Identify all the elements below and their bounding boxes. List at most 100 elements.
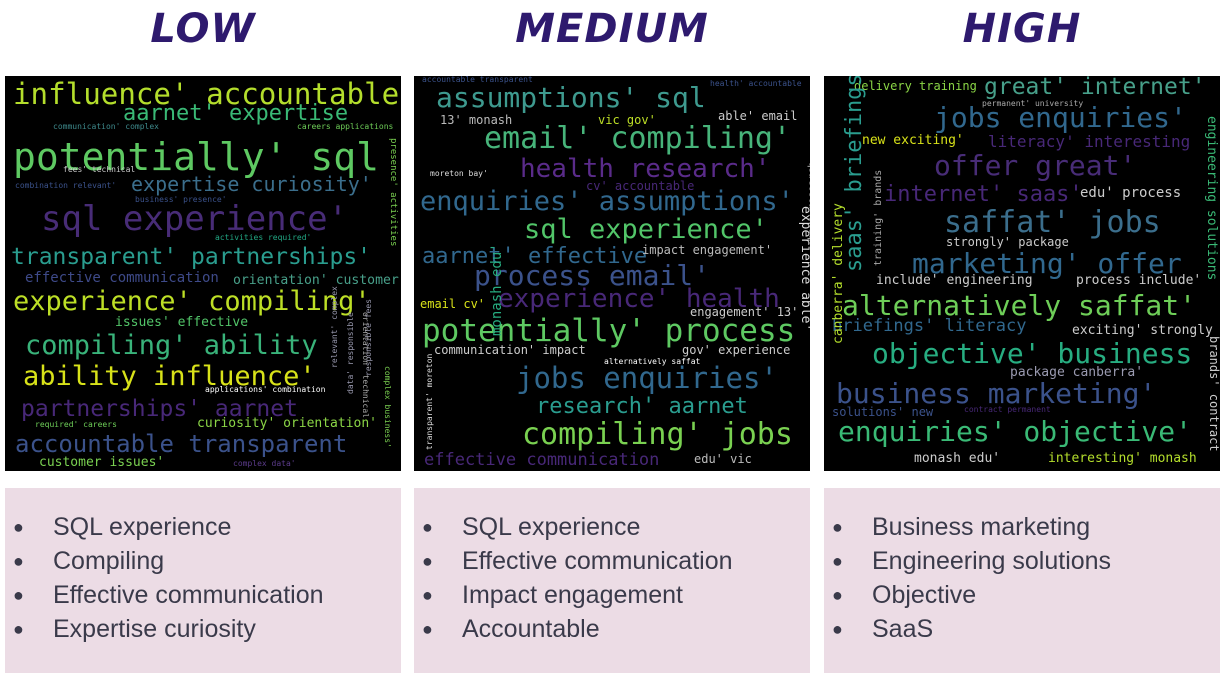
cloud-word: able' email bbox=[718, 109, 798, 123]
cloud-word: permanent' university bbox=[982, 99, 1084, 108]
cloud-word: alternatively saffat' bbox=[842, 289, 1197, 322]
cloud-word: accountable transparent bbox=[422, 76, 533, 84]
cloud-word: influence' accountable bbox=[13, 77, 400, 111]
cloud-word: complex data' bbox=[233, 459, 296, 468]
cloud-word: marketing' offer bbox=[912, 247, 1182, 280]
cloud-word: impact engagement' bbox=[642, 243, 773, 257]
cloud-word: great' internet' bbox=[984, 76, 1206, 100]
cloud-word: data' responsible bbox=[346, 312, 355, 394]
bullet-text: SQL experience bbox=[53, 513, 232, 541]
cloud-word: bay' research bbox=[807, 161, 810, 240]
cloud-word: saffat' jobs bbox=[944, 205, 1161, 240]
cloud-word: communication' impact bbox=[434, 343, 586, 357]
bullet-list: ● SQL experience ● Effective communication… bbox=[414, 488, 810, 646]
cloud-word: interesting' monash bbox=[1048, 451, 1197, 466]
bullet-icon: ● bbox=[422, 517, 433, 537]
bullet-text: Business marketing bbox=[872, 513, 1091, 541]
cloud-word: effective communication bbox=[424, 450, 660, 470]
cloud-word: orientation' technical bbox=[361, 312, 370, 418]
cloud-word: combination relevant' bbox=[15, 181, 117, 190]
cloud-word: enquiries' assumptions' bbox=[420, 186, 794, 217]
cloud-word: email' compiling' bbox=[484, 121, 792, 156]
cloud-word: jobs enquiries' bbox=[934, 101, 1187, 134]
cloud-word: customer issues' bbox=[39, 455, 165, 470]
column-title: LOW bbox=[150, 6, 256, 52]
bullet-icon: ● bbox=[13, 551, 24, 571]
cloud-word: careers applications bbox=[297, 122, 394, 131]
cloud-word: edu' vic bbox=[694, 452, 752, 466]
cloud-word: assumptions' sql bbox=[436, 81, 706, 114]
cloud-word: canberra' delivery bbox=[831, 203, 846, 344]
cloud-word: accountable transparent bbox=[15, 430, 348, 458]
cloud-word: brands' contract bbox=[1207, 336, 1220, 452]
cloud-word: aarnet' effective bbox=[422, 244, 648, 269]
bullet-icon: ● bbox=[832, 585, 843, 605]
cloud-word: literacy' interesting bbox=[988, 132, 1191, 151]
column-title: HIGH bbox=[962, 6, 1082, 52]
cloud-word: cv' accountable bbox=[586, 179, 695, 193]
cloud-word: moreton bay' bbox=[430, 169, 488, 178]
cloud-word: engineering solutions bbox=[1204, 116, 1219, 281]
bullet-text: Objective bbox=[872, 581, 977, 609]
bullet-icon: ● bbox=[13, 619, 24, 639]
cloud-word: training' brands bbox=[873, 169, 884, 266]
summary-box: ● Business marketing ● Engineering solutio… bbox=[824, 488, 1220, 673]
cloud-word: offer great' bbox=[934, 149, 1137, 182]
bullet-icon: ● bbox=[832, 551, 843, 571]
cloud-word: sql experience' bbox=[524, 214, 768, 245]
cloud-word: transparent' partnerships' bbox=[11, 244, 372, 270]
bullet-item: ● Expertise curiosity bbox=[5, 612, 401, 646]
cloud-word: process include' bbox=[1076, 273, 1202, 288]
cloud-word: business' presence' bbox=[135, 195, 227, 204]
bullet-text: Accountable bbox=[462, 615, 600, 643]
bullet-text: Compiling bbox=[53, 547, 165, 575]
cloud-word: include' engineering bbox=[876, 273, 1033, 288]
bullet-item: ● Objective bbox=[824, 578, 1220, 612]
cloud-word: curiosity' orientation' bbox=[197, 416, 378, 431]
column-medium: MEDIUM accountable transparent health' ac… bbox=[414, 0, 810, 679]
bullet-text: Expertise curiosity bbox=[53, 615, 256, 643]
cloud-word: fees' technical bbox=[63, 165, 136, 174]
cloud-word: expertise curiosity' bbox=[131, 172, 372, 196]
cloud-word: solutions' new bbox=[832, 405, 934, 419]
cloud-word: monash edu' bbox=[914, 451, 1001, 466]
bullet-icon: ● bbox=[422, 619, 433, 639]
cloud-word: health research' bbox=[520, 154, 771, 184]
cloud-word: communication' complex bbox=[53, 122, 159, 131]
column-title: MEDIUM bbox=[515, 6, 709, 52]
cloud-word: activities required' bbox=[215, 233, 312, 242]
bullet-text: SaaS bbox=[872, 615, 934, 643]
bullet-icon: ● bbox=[422, 585, 433, 605]
bullet-item: ● Accountable bbox=[414, 612, 810, 646]
cloud-word: aarnet' expertise bbox=[123, 101, 349, 126]
column-high: HIGH delivery training great' internet' pe… bbox=[824, 0, 1220, 679]
cloud-word: orientation' customer bbox=[233, 273, 399, 288]
cloud-word: edu' process bbox=[1080, 185, 1182, 201]
bullet-item: ● Business marketing bbox=[824, 510, 1220, 544]
cloud-word: required' careers bbox=[35, 420, 117, 429]
cloud-word: new exciting' bbox=[862, 133, 964, 148]
cloud-word: saas' briefings bbox=[842, 76, 867, 272]
bullet-text: SQL experience bbox=[462, 513, 641, 541]
bullet-item: ● Compiling bbox=[5, 544, 401, 578]
cloud-word: sql experience' bbox=[41, 199, 349, 239]
cloud-word: engagement' 13' bbox=[690, 305, 799, 319]
cloud-word: effective communication bbox=[25, 270, 219, 286]
cloud-word: monash edu' bbox=[489, 243, 505, 336]
cloud-word: ability influence' bbox=[23, 361, 316, 392]
cloud-word: relevant' complex bbox=[330, 286, 339, 368]
word-cloud: delivery training great' internet' permane… bbox=[824, 76, 1220, 471]
cloud-word: issues' effective bbox=[115, 315, 249, 330]
bullet-text: Effective communication bbox=[462, 547, 733, 575]
bullet-text: Effective communication bbox=[53, 581, 324, 609]
word-cloud: accountable transparent health' accountab… bbox=[414, 76, 810, 471]
cloud-word: briefings' literacy bbox=[832, 316, 1027, 336]
column-low: LOW influence' accountable aarnet' expert… bbox=[5, 0, 401, 679]
bullet-icon: ● bbox=[832, 517, 843, 537]
cloud-word: package canberra' bbox=[1010, 365, 1144, 380]
bullet-item: ● SQL experience bbox=[414, 510, 810, 544]
bullet-item: ● Engineering solutions bbox=[824, 544, 1220, 578]
summary-box: ● SQL experience ● Compiling ● Effective co… bbox=[5, 488, 401, 673]
bullet-icon: ● bbox=[422, 551, 433, 571]
bullet-item: ● Effective communication bbox=[5, 578, 401, 612]
